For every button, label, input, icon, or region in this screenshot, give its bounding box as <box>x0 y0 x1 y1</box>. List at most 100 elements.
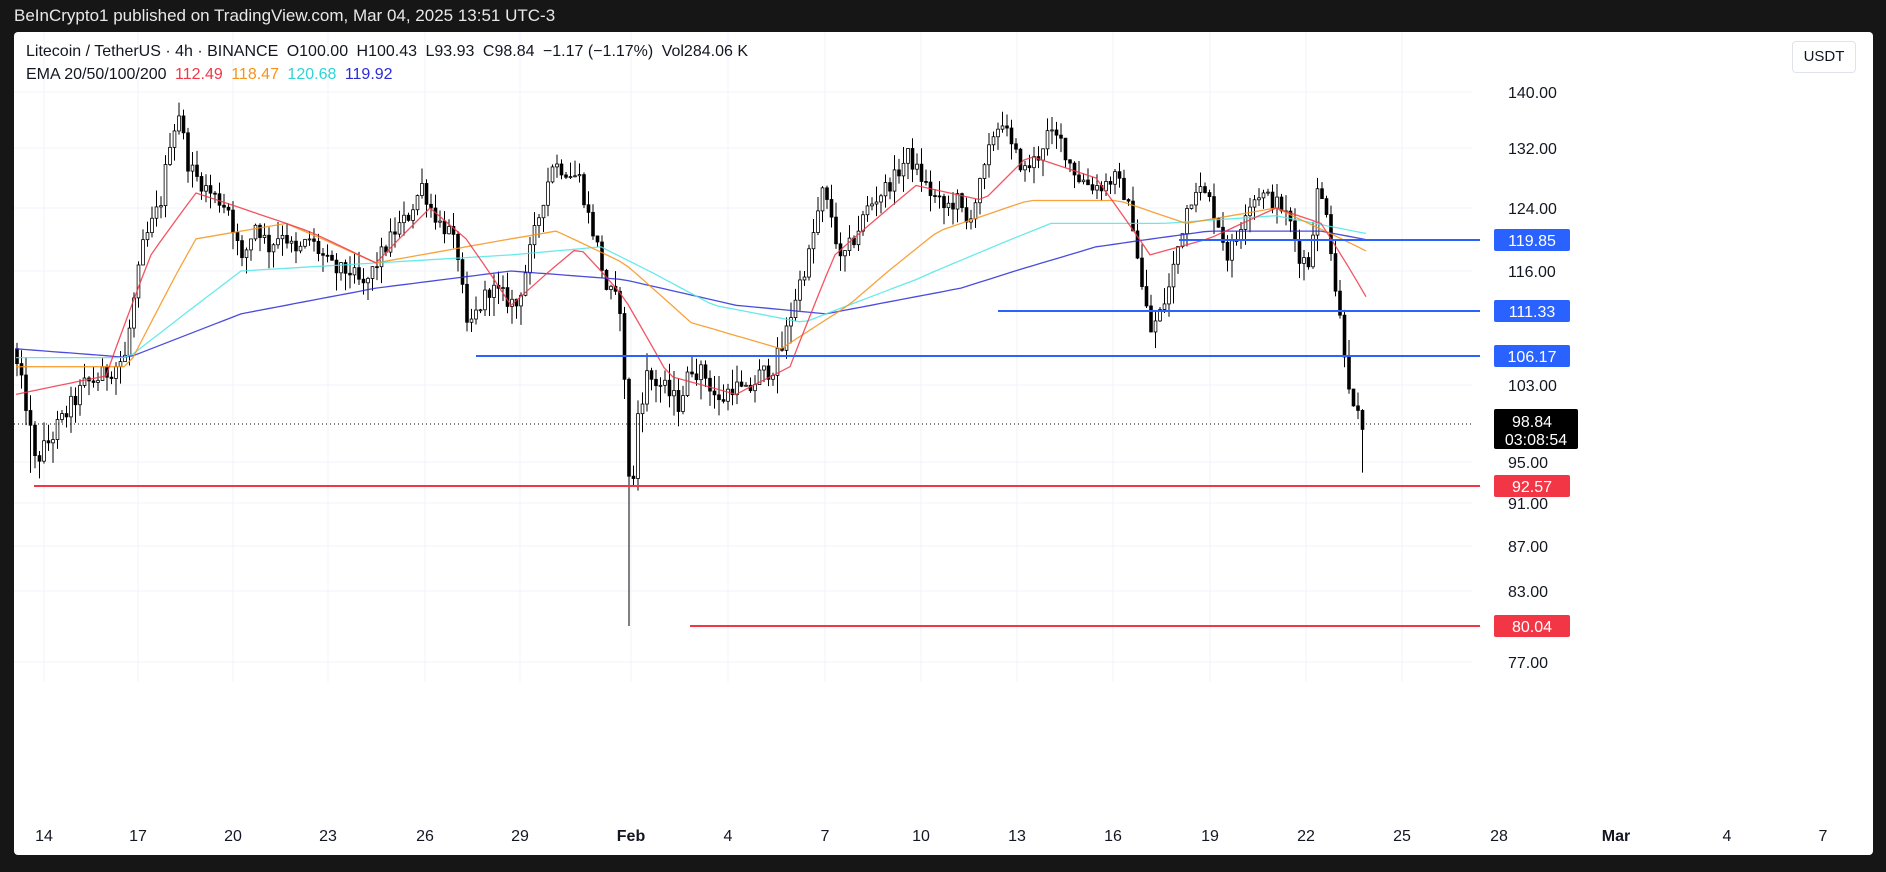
candle <box>717 394 721 401</box>
candle <box>1252 199 1257 208</box>
candle <box>316 240 321 255</box>
ema20-value: 112.49 <box>175 66 223 83</box>
candle <box>537 217 541 226</box>
top-bar: BeInCrypto1 published on TradingView.com… <box>0 0 1886 32</box>
ema200-line <box>15 230 1367 358</box>
candlestick-chart[interactable]: 140.00 132.00 124.00 116.00 103.00 95.00 91.00… <box>14 32 1873 855</box>
candle <box>1126 199 1131 202</box>
x-tick-label: 16 <box>1104 828 1122 845</box>
candle <box>1351 388 1356 407</box>
y-tick-label: 140.00 <box>1508 85 1557 102</box>
candle <box>978 178 982 204</box>
low-value: L93.93 <box>425 43 475 60</box>
candle <box>159 205 163 208</box>
ema200-value: 119.92 <box>344 66 393 83</box>
candle <box>1153 320 1158 333</box>
candle <box>33 424 37 457</box>
candle <box>181 115 186 134</box>
candle <box>352 267 357 276</box>
candle <box>726 388 730 402</box>
candle <box>118 361 123 367</box>
y-tick-label: 95.00 <box>1508 455 1548 472</box>
candle <box>757 369 762 385</box>
candle <box>177 115 181 132</box>
candle <box>501 287 505 289</box>
close-value: C98.84 <box>482 43 535 60</box>
candle <box>474 309 478 320</box>
candle <box>946 202 951 209</box>
candle <box>1140 257 1144 287</box>
candle <box>307 238 312 241</box>
candle <box>415 195 420 211</box>
candle <box>960 193 964 209</box>
candle <box>1176 246 1180 265</box>
candle <box>1135 230 1140 259</box>
candle <box>739 381 744 387</box>
candle <box>123 354 127 363</box>
candle <box>348 272 352 276</box>
chart-panel[interactable]: 140.00 132.00 124.00 116.00 103.00 95.00 91.00… <box>14 32 1873 855</box>
x-tick-label: 13 <box>1008 828 1026 845</box>
candle <box>393 231 397 235</box>
candle <box>1117 171 1122 179</box>
candle <box>1000 125 1005 130</box>
candle <box>433 207 438 223</box>
candle <box>294 240 298 252</box>
candle <box>109 376 114 379</box>
candle <box>541 204 546 219</box>
candle <box>730 388 735 396</box>
candle <box>145 232 150 241</box>
candle <box>505 287 510 307</box>
candle <box>1356 405 1360 411</box>
candle <box>676 390 681 412</box>
level-badge <box>1494 475 1570 497</box>
candle <box>438 220 442 223</box>
candle <box>402 214 406 224</box>
candle <box>937 195 942 198</box>
candle <box>712 390 717 396</box>
candle <box>861 214 865 232</box>
candle <box>1018 148 1023 171</box>
candle <box>1225 241 1230 261</box>
candle <box>1261 192 1266 199</box>
candle <box>1338 290 1342 316</box>
candle <box>213 192 217 195</box>
candle <box>199 176 204 192</box>
candle <box>1149 305 1153 333</box>
candle <box>1270 191 1275 209</box>
candle <box>1212 196 1216 219</box>
candle <box>514 298 519 307</box>
candle <box>987 144 991 166</box>
x-tick-label: 7 <box>1819 828 1828 845</box>
candle <box>879 195 883 203</box>
candle <box>321 253 325 256</box>
candle <box>141 239 145 266</box>
candle <box>703 364 708 379</box>
candle <box>1324 198 1329 215</box>
currency-button[interactable]: USDT <box>1792 41 1856 73</box>
candle <box>721 399 726 402</box>
candle <box>631 475 636 479</box>
candle <box>1059 134 1063 139</box>
candle <box>357 267 361 280</box>
x-tick-label: Mar <box>1602 828 1630 845</box>
candle <box>982 164 987 179</box>
candle <box>208 185 213 194</box>
level-badge-label: 80.04 <box>1512 619 1552 636</box>
candle <box>892 169 897 192</box>
candle <box>690 371 694 375</box>
candle <box>487 289 492 298</box>
candle <box>1086 179 1090 186</box>
candle <box>447 226 451 235</box>
candle <box>375 266 379 269</box>
candle <box>1113 171 1117 185</box>
candle <box>654 378 658 387</box>
candle <box>744 384 748 387</box>
x-tick-label: 14 <box>35 828 53 845</box>
candle <box>865 205 870 216</box>
x-tick-label: 19 <box>1201 828 1219 845</box>
y-tick-label: 124.00 <box>1508 201 1557 218</box>
candle <box>951 202 955 210</box>
last-price-badge <box>1494 409 1578 449</box>
candle <box>564 174 568 178</box>
